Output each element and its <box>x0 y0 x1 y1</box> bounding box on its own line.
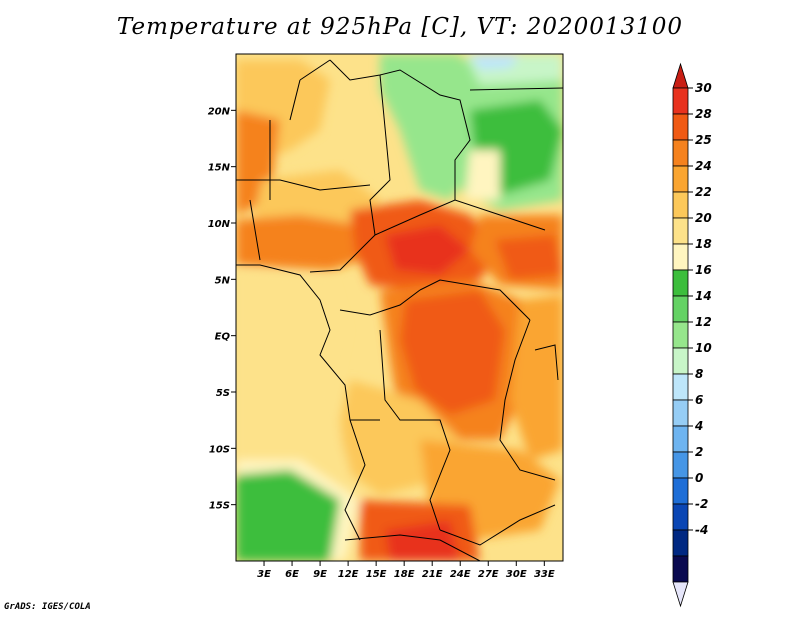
lat-tick-label: EQ <box>215 332 231 343</box>
plot-frame <box>235 53 564 562</box>
lat-tick-label: 5S <box>216 388 230 399</box>
colorbar-label: 10 <box>695 341 712 355</box>
colorbar-swatch <box>672 165 689 193</box>
colorbar-swatch <box>672 347 689 375</box>
lat-tick-label: 10N <box>208 219 231 230</box>
colorbar-swatch <box>672 243 689 271</box>
colorbar-swatch <box>672 555 689 583</box>
colorbar-swatch <box>672 399 689 427</box>
lon-tick-label: 24E <box>450 569 471 580</box>
lon-tick-label: 6E <box>285 569 299 580</box>
colorbar-swatch <box>672 425 689 453</box>
colorbar-label: 25 <box>695 133 712 147</box>
colorbar-label: 22 <box>695 185 712 199</box>
lon-tick-label: 21E <box>422 569 443 580</box>
colorbar-label: 4 <box>694 419 703 433</box>
colorbar-label: 20 <box>695 211 712 225</box>
lat-tick-label: 10S <box>209 444 230 455</box>
footer-credit: GrADS: IGES/COLA <box>4 602 91 612</box>
colorbar-label: -4 <box>695 523 708 537</box>
colorbar-label: 12 <box>695 315 712 329</box>
colorbar-swatch <box>672 503 689 531</box>
colorbar-label: 14 <box>695 289 712 303</box>
chart-title: Temperature at 925hPa [C], VT: 202001310… <box>116 14 684 40</box>
colorbar-label: 24 <box>695 159 712 173</box>
colorbar-label: 28 <box>695 107 712 121</box>
colorbar-swatch <box>672 191 689 219</box>
colorbar-swatch <box>672 529 689 557</box>
colorbar-label: 16 <box>695 263 712 277</box>
lat-tick-label: 20N <box>208 106 231 117</box>
colorbar-swatch <box>672 373 689 401</box>
colorbar-swatch <box>672 269 689 297</box>
lat-tick-label: 15S <box>209 501 230 512</box>
lon-tick-label: 33E <box>534 569 555 580</box>
colorbar-swatch <box>672 113 689 141</box>
lon-tick-label: 9E <box>313 569 327 580</box>
longitude-axis: 3E 6E 9E 12E 15E 18E 21E 24E 27E 30E 33E <box>257 561 555 580</box>
colorbar-swatch <box>672 321 689 349</box>
lon-tick-label: 18E <box>394 569 415 580</box>
country-borders <box>236 59 563 561</box>
colorbar-arrow-bottom <box>672 581 689 608</box>
colorbar-label: 0 <box>695 471 703 485</box>
lat-tick-label: 15N <box>208 163 231 174</box>
latitude-axis: 20N 15N 10N 5N EQ 5S 10S 15S <box>208 106 236 512</box>
colorbar-swatch <box>672 451 689 479</box>
lon-tick-label: 30E <box>506 569 527 580</box>
lon-tick-label: 15E <box>366 569 387 580</box>
colorbar-label: 8 <box>695 367 703 381</box>
temperature-field <box>236 54 563 561</box>
colorbar-label: 2 <box>695 445 703 459</box>
lat-tick-label: 5N <box>215 275 231 286</box>
lon-tick-label: 3E <box>257 569 271 580</box>
colorbar-label: -2 <box>695 497 708 511</box>
colorbar-swatch <box>672 87 689 115</box>
lon-tick-label: 27E <box>478 569 499 580</box>
colorbar-swatch <box>672 477 689 505</box>
colorbar-swatch <box>672 295 689 323</box>
colorbar-label: 6 <box>695 393 703 407</box>
colorbar-arrow-top <box>672 62 689 89</box>
colorbar-label: 30 <box>695 81 712 95</box>
colorbar-swatch <box>672 217 689 245</box>
colorbar-swatch <box>672 139 689 167</box>
lon-tick-label: 12E <box>338 569 359 580</box>
colorbar-label: 18 <box>695 237 712 251</box>
